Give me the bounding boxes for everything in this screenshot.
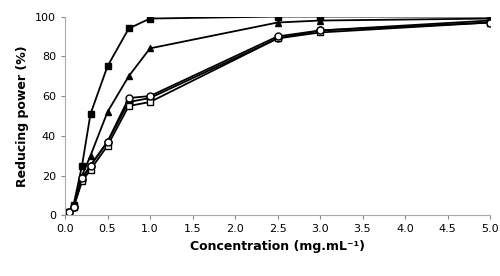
X-axis label: Concentration (mg.mL⁻¹): Concentration (mg.mL⁻¹) <box>190 240 365 253</box>
Y-axis label: Reducing power (%): Reducing power (%) <box>16 45 30 187</box>
